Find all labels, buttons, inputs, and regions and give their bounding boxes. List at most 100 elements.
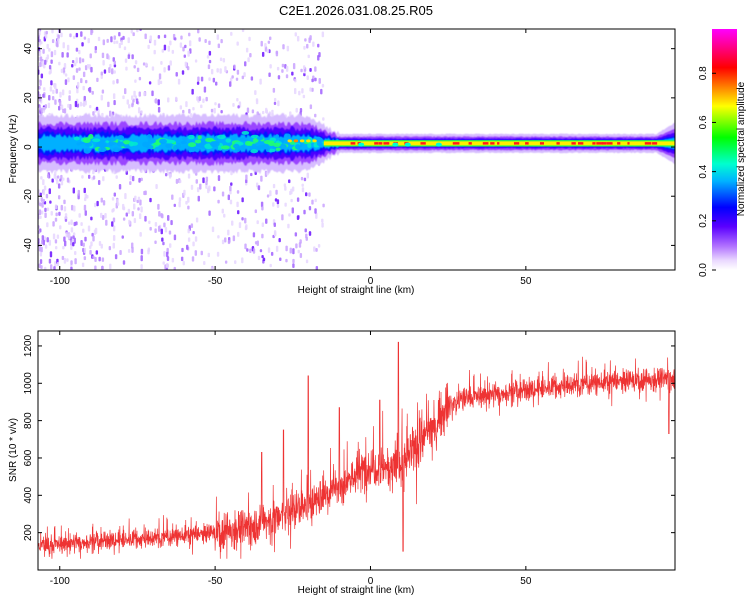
spectrogram-noise-point [199,183,202,190]
spectrogram-noise-point [294,32,297,37]
spectrogram-noise-point [122,35,125,40]
spectrogram-noise-point [38,189,41,194]
spectrogram-noise-point [261,110,265,115]
spectrogram-ridge-peak [644,142,652,145]
colorbar-gradient [712,29,737,270]
spectrogram-noise-point [148,81,152,85]
spectrogram-peak [175,143,181,149]
spectrogram-noise-point [58,105,61,111]
spectrogram-noise-point [53,266,56,270]
spectrogram-peak [273,142,281,147]
spectrogram-ridge-peak [577,142,584,145]
spectrogram-peak [107,137,117,142]
y-tick-label: 1200 [23,334,34,357]
spectrogram-noise-point [227,229,230,236]
spectrogram-peak [279,143,287,149]
spectrogram-noise-point [314,77,317,82]
spectrogram-noise-point [87,174,91,179]
y-tick-label: 0 [23,144,34,150]
spectrogram-ridge-peak [602,142,607,145]
spectrogram-noise-point [140,177,143,182]
spectrogram-noise-point [51,96,55,101]
spectrogram-noise-point [144,215,147,222]
spectrogram-noise-point [63,240,67,247]
spectrogram-noise-point [306,172,309,179]
spectrogram-noise-point [135,98,139,104]
spectrogram-noise-point [273,231,277,237]
spectrogram-noise-point [205,183,208,189]
spectrogram-noise-point [73,205,76,212]
spectrogram-noise-point [208,185,211,192]
spectrogram-noise-point [48,188,51,195]
spectrogram-noise-point [61,255,65,261]
spectrogram-noise-point [121,235,124,239]
spectrogram-noise-point [69,103,72,110]
spectrogram-noise-point [304,228,307,233]
spectrogram-noise-point [205,96,208,102]
spectrogram-noise-point [153,39,157,46]
spectrogram-noise-point [216,34,220,40]
spectrogram-noise-point [138,76,142,81]
spectrogram-noise-point [208,77,211,81]
spectrogram-noise-point [178,201,181,208]
spectrogram-peak [278,138,285,142]
spectrogram-noise-point [122,95,125,100]
y-tick-label: 600 [23,449,34,466]
spectrogram-peak [117,142,125,147]
spectrogram-noise-point [269,263,272,268]
spectrogram-noise-point [153,49,156,55]
spectrogram-ridge-peak [490,142,495,145]
spectrogram-noise-point [185,200,188,205]
spectrogram-noise-point [318,77,321,84]
spectrogram-noise-point [313,246,316,252]
spectrogram-noise-point [292,63,296,70]
spectrogram-noise-point [236,231,240,237]
spectrogram-noise-point [38,106,42,111]
spectrogram-peak [274,134,280,139]
spectrogram-peak [159,138,167,144]
spectrogram-peak [268,140,275,147]
spectrogram-noise-point [70,260,73,265]
spectrogram-noise-point [65,232,68,238]
spectrogram-noise-point [180,35,183,40]
spectrogram-noise-point [187,50,190,57]
spectrogram-noise-point [48,95,51,101]
spectrogram-noise-point [256,240,259,246]
spectrogram-noise-point [301,187,305,193]
spectrogram-noise-point [40,210,44,215]
spectrogram-noise-point [301,183,304,187]
spectrogram-noise-point [121,203,125,210]
spectrogram-noise-point [157,225,161,232]
spectrogram-noise-point [182,109,185,114]
spectrogram-noise-point [178,197,182,202]
spectrogram-noise-point [267,247,271,253]
spectrogram-noise-point [94,202,97,208]
spectrogram-noise-point [161,48,164,53]
spectrogram-noise-point [236,41,239,46]
spectrogram-noise-point [158,211,161,217]
spectrogram-noise-point [124,192,127,200]
spectrogram-noise-point [212,77,216,83]
spectrogram-noise-point [82,102,85,107]
spectrogram-peak [257,145,265,149]
spectrogram-peak [128,141,135,147]
y-tick-label: 200 [23,524,34,541]
spectrogram-noise-point [83,187,86,194]
spectrogram-noise-point [111,197,115,201]
spectrogram-noise-point [60,180,64,186]
spectrogram-ridge-peak [387,142,390,145]
spectrogram-peak [250,149,259,154]
snr-x-ticks: -100 -50 0 50 [50,331,532,587]
spectrogram-noise-point [220,39,223,44]
spectrogram-peak [233,143,240,149]
spectrogram-noise-point [92,255,95,259]
spectrogram-peak [197,135,202,140]
spectrogram-noise-point [83,247,87,253]
spectrogram-noise-point [238,222,242,229]
spectrogram-noise-point [299,107,303,113]
spectrogram-noise-point [70,240,73,246]
spectrogram-noise-point [293,87,297,95]
spectrogram-noise-point [127,208,131,214]
spectrogram-noise-point [233,64,236,69]
x-tick-label: 50 [520,576,532,587]
